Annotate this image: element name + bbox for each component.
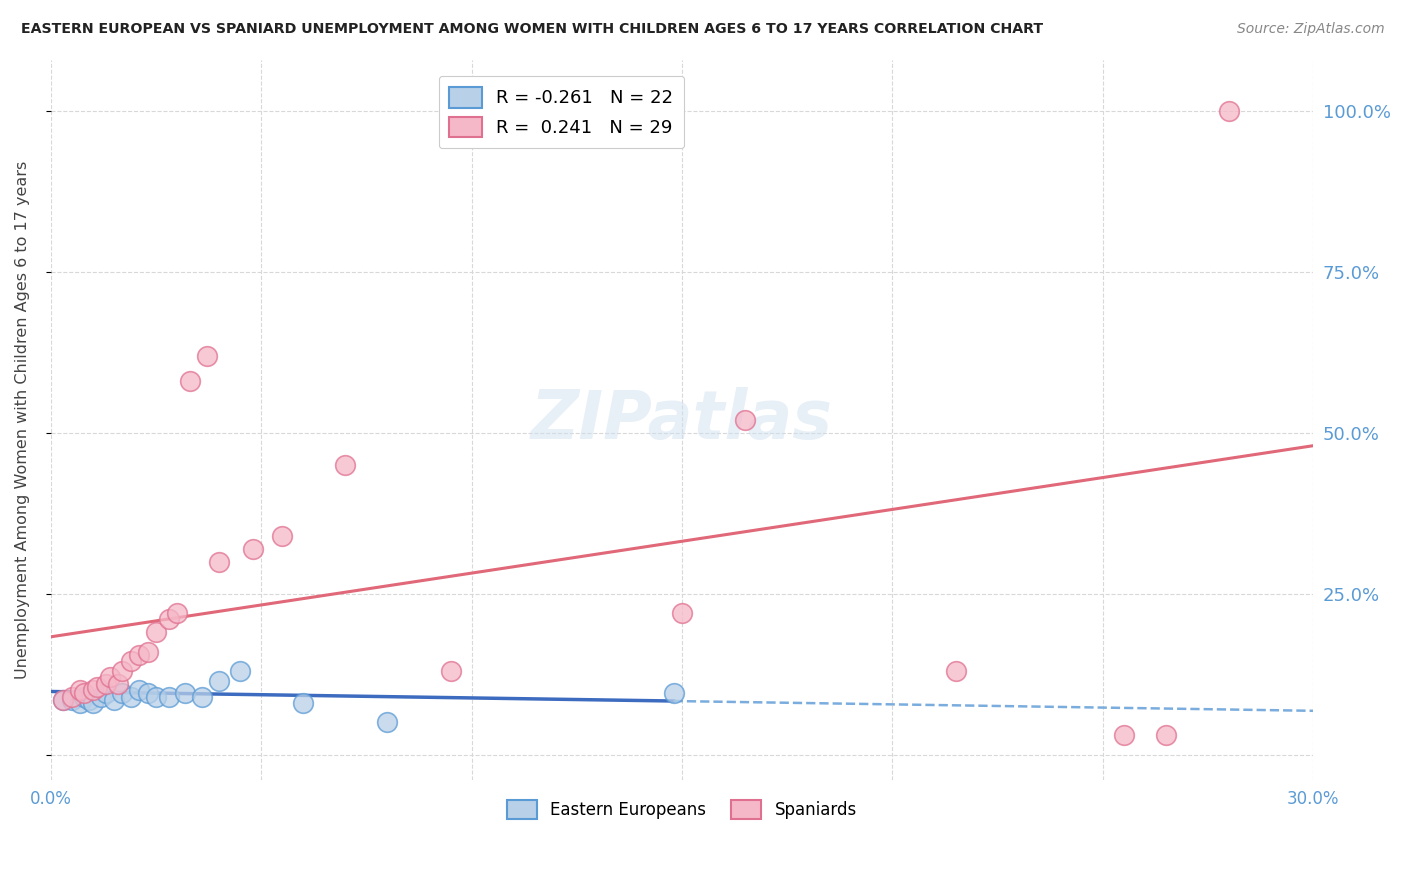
Point [208,673,231,688]
Point [69,683,91,698]
Point [73,690,96,704]
Point [671,606,693,620]
Point [1154,728,1177,742]
Point [120,690,142,704]
Legend: Eastern Europeans, Spaniards: Eastern Europeans, Spaniards [501,794,863,826]
Point [103,693,125,707]
Point [82,683,104,698]
Point [77,693,100,707]
Point [377,715,399,730]
Point [60,693,83,707]
Point [174,686,197,700]
Point [1112,728,1135,742]
Point [166,606,188,620]
Point [271,529,294,543]
Text: ZIPatlas: ZIPatlas [531,387,834,453]
Point [52,693,75,707]
Point [662,686,685,700]
Point [52,693,75,707]
Point [128,683,150,698]
Text: Source: ZipAtlas.com: Source: ZipAtlas.com [1237,22,1385,37]
Point [107,677,129,691]
Point [120,654,142,668]
Point [69,696,91,710]
Point [157,612,180,626]
Point [86,680,108,694]
Point [195,349,218,363]
Point [111,686,134,700]
Point [94,677,117,691]
Point [111,664,134,678]
Point [945,664,967,678]
Point [136,686,159,700]
Point [98,670,121,684]
Point [73,686,96,700]
Point [128,648,150,662]
Point [242,541,264,556]
Point [145,690,167,704]
Point [60,690,83,704]
Point [94,686,117,700]
Point [208,555,231,569]
Point [229,664,252,678]
Y-axis label: Unemployment Among Women with Children Ages 6 to 17 years: Unemployment Among Women with Children A… [15,161,30,679]
Point [145,625,167,640]
Point [439,664,461,678]
Point [191,690,214,704]
Point [734,413,756,427]
Point [1218,104,1240,119]
Point [335,458,357,472]
Point [157,690,180,704]
Point [136,644,159,658]
Point [179,375,201,389]
Text: EASTERN EUROPEAN VS SPANIARD UNEMPLOYMENT AMONG WOMEN WITH CHILDREN AGES 6 TO 17: EASTERN EUROPEAN VS SPANIARD UNEMPLOYMEN… [21,22,1043,37]
Point [82,696,104,710]
Point [90,690,112,704]
Point [292,696,315,710]
